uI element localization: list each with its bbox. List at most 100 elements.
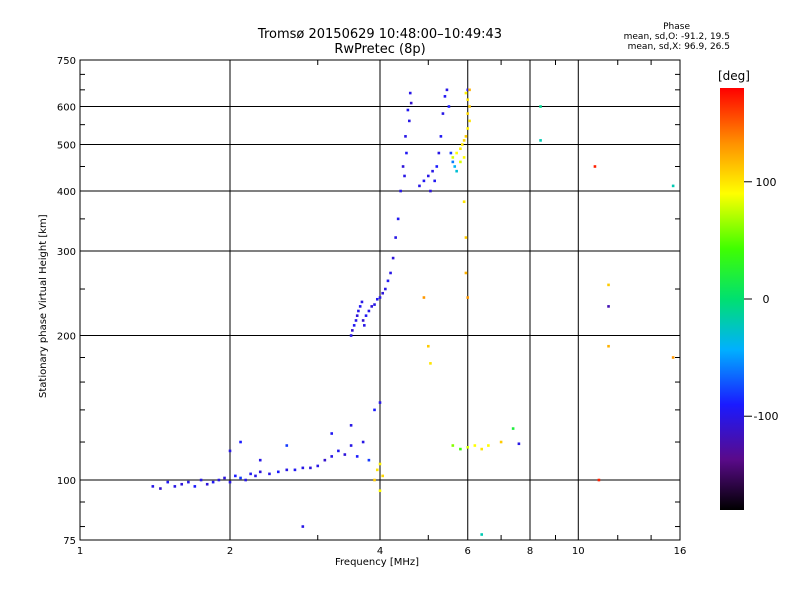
o-mode-echo-point [418,184,421,188]
o-mode-echo-point [367,309,371,313]
o-mode-echo-point [367,458,371,462]
x-mode-echo-point [378,489,382,493]
x-mode-echo-point [607,305,610,308]
o-mode-echo-point [159,487,162,490]
o-mode-echo-point [205,482,209,486]
o-mode-echo-point [309,466,312,470]
axis-ticks: 1 2 4 6 8 10 16 75 100 200 300 400 500 600 750 [57,56,686,557]
o-mode-echo-point [249,472,252,476]
o-mode-echo-point [394,236,397,239]
o-mode-echo-point [234,474,237,478]
o-mode-echo-point [451,160,455,164]
y-tick-label: 600 [57,103,76,114]
x-mode-echo-point [607,344,610,348]
x-mode-echo-point [468,119,471,123]
o-mode-echo-point [357,309,360,313]
x-mode-echo-point [429,362,432,365]
o-mode-echo-point [349,334,353,337]
x-tick-label: 10 [572,546,585,557]
x-tick-label: 2 [227,546,233,557]
o-mode-echo-point [276,470,280,474]
o-mode-echo-point [349,444,353,447]
chart-title: Tromsø 20150629 10:48:00–10:49:43 RwPret… [200,27,560,57]
x-mode-echo-point [301,525,305,528]
o-mode-echo-point [364,314,368,317]
y-tick-label: 75 [63,536,76,547]
o-mode-echo-point [378,296,382,299]
o-mode-echo-point [228,449,232,453]
o-mode-echo-point [173,485,177,488]
x-mode-echo-point [607,283,610,287]
x-mode-echo-point [671,356,675,359]
o-mode-echo-point [431,169,434,173]
o-mode-echo-point [316,464,320,468]
colorbar-title: [deg] [718,69,750,83]
o-mode-echo-point [358,305,362,308]
o-mode-echo-point [373,303,376,306]
o-mode-echo-point [285,444,289,447]
x-mode-echo-point [464,236,468,239]
o-mode-echo-point [361,319,365,322]
o-mode-echo-point [409,101,413,105]
o-mode-echo-point [193,485,197,488]
y-tick-label: 400 [57,187,76,198]
phase-colorbar [720,88,744,510]
x-mode-echo-point [593,165,597,168]
x-mode-echo-point [511,427,515,430]
colorbar-tick-label: 0 [763,293,770,306]
o-mode-echo-point [355,314,359,317]
o-mode-echo-point [439,135,443,138]
grid-lines [80,60,680,540]
o-mode-echo-point [285,468,289,472]
x-mode-echo-point [459,160,462,164]
y-tick-label: 100 [57,476,76,487]
o-mode-echo-point [254,474,257,478]
phase-stats-o: mean, sd,O: -91.2, 19.5 [623,32,730,42]
o-mode-echo-point [406,108,410,112]
y-tick-label: 300 [57,247,76,258]
x-mode-echo-point [480,533,484,536]
x-mode-echo-point [451,156,455,159]
x-mode-echo-point [466,98,470,101]
o-mode-echo-point [349,424,353,427]
o-mode-echo-point [449,151,453,155]
o-mode-echo-point [293,468,297,472]
o-mode-echo-point [217,478,221,482]
x-tick-label: 8 [527,546,533,557]
x-mode-echo-point [480,447,484,451]
o-mode-echo-point [437,151,441,155]
o-mode-echo-point [373,408,376,412]
x-mode-echo-point [466,446,470,449]
x-mode-echo-point [671,184,675,188]
o-mode-echo-point [337,449,340,453]
x-mode-echo-point [468,105,471,108]
o-mode-echo-point [239,440,242,444]
x-mode-echo-point [378,462,382,466]
o-mode-echo-point [443,95,447,98]
o-mode-echo-point [268,472,271,476]
o-mode-echo-point [404,135,407,138]
o-mode-echo-point [433,179,436,183]
x-mode-echo-point [451,444,455,447]
o-mode-echo-point [352,324,356,327]
o-mode-echo-point [445,88,449,92]
x-mode-echo-point [597,478,601,482]
x-mode-echo-point [373,478,376,482]
x-tick-label: 1 [77,546,83,557]
o-mode-echo-point [199,478,203,482]
x-mode-echo-point [464,135,468,138]
colorbar-tick-label: -100 [754,410,779,423]
o-mode-echo-point [211,480,215,484]
chart-title-line2: RwPretec (8p) [334,42,426,57]
o-mode-echo-point [396,217,400,221]
x-tick-label: 16 [674,546,687,557]
o-mode-echo-point [375,297,379,301]
o-mode-echo-point [330,432,334,435]
o-mode-echo-point [441,112,445,115]
x-axis-label: Frequency [MHz] [335,557,420,568]
o-mode-echo-point [429,189,432,193]
x-tick-label: 4 [377,546,383,557]
colorbar-tick-label: 100 [756,176,777,189]
x-mode-echo-point [422,296,426,299]
o-mode-echo-point [391,256,395,260]
